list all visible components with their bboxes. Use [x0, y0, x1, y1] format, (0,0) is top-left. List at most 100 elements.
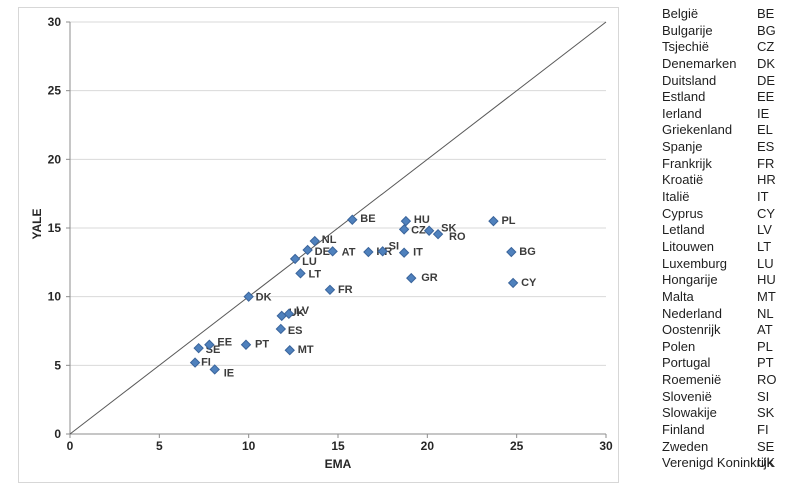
country-code-cell[interactable]: LV — [757, 222, 772, 238]
country-code-cell[interactable]: HU — [757, 272, 776, 288]
country-name-cell[interactable]: Denemarken — [662, 55, 737, 71]
point-NL[interactable] — [309, 235, 320, 247]
country-name-cell[interactable]: Oostenrijk — [662, 322, 721, 338]
country-name-cell[interactable]: Cyprus — [662, 205, 704, 221]
table-row: Slovenië SI — [662, 389, 792, 406]
country-name-cell[interactable]: Hongarije — [662, 272, 718, 288]
country-code-cell[interactable]: LT — [757, 238, 772, 254]
point-label-DK: DK — [256, 292, 272, 304]
country-code-cell[interactable]: SE — [757, 438, 775, 454]
point-IT[interactable] — [398, 247, 410, 258]
country-name-cell[interactable]: Letland — [662, 222, 705, 238]
point-ES[interactable] — [275, 323, 287, 335]
point-label-SK: SK — [441, 223, 456, 235]
country-code-cell[interactable]: HR — [757, 172, 776, 188]
country-code-cell[interactable]: IT — [757, 189, 769, 205]
country-name-cell[interactable]: Finland — [662, 422, 705, 438]
point-FR[interactable] — [324, 284, 336, 296]
country-name-cell[interactable]: Tsjechië — [662, 39, 709, 55]
country-name-cell[interactable]: Estland — [662, 89, 706, 105]
country-code-cell[interactable]: SK — [757, 405, 775, 421]
country-name-cell[interactable]: Polen — [662, 338, 696, 354]
country-name-cell[interactable]: Slovenië — [662, 388, 712, 404]
country-name-cell[interactable]: Portugal — [662, 355, 711, 371]
table-row: Spanje ES — [662, 139, 792, 156]
country-code-cell[interactable]: BG — [757, 22, 776, 38]
point-label-CZ: CZ — [411, 224, 426, 236]
point-PL[interactable] — [488, 215, 499, 227]
x-axis-title: EMA — [324, 457, 352, 471]
point-SK[interactable] — [423, 225, 435, 236]
country-name-cell[interactable]: Luxemburg — [662, 255, 728, 271]
point-CY[interactable] — [507, 277, 519, 289]
table-row: Slowakije SK — [662, 405, 792, 422]
country-name-cell[interactable]: Verenigd Koninkrijk — [662, 455, 774, 471]
country-code-cell[interactable]: NL — [757, 305, 774, 321]
country-code-cell[interactable]: PT — [757, 355, 774, 371]
country-name-cell[interactable]: Kroatië — [662, 172, 704, 188]
country-name-cell[interactable]: Nederland — [662, 305, 722, 321]
point-DK[interactable] — [243, 291, 254, 302]
country-code-cell[interactable]: EL — [757, 122, 773, 138]
point-FI[interactable] — [189, 357, 201, 368]
country-name-cell[interactable]: Bulgarije — [662, 22, 713, 38]
table-row: Oostenrijk AT — [662, 322, 792, 339]
point-label-GR: GR — [421, 272, 438, 284]
country-code-cell[interactable]: DE — [757, 72, 776, 88]
country-code-cell[interactable]: LU — [757, 255, 774, 271]
y-tick-label-15: 15 — [48, 221, 62, 235]
country-code-cell[interactable]: MT — [757, 288, 776, 304]
point-LU[interactable] — [289, 253, 301, 265]
point-LV[interactable] — [283, 308, 295, 320]
point-SI[interactable] — [377, 246, 388, 257]
country-code-cell[interactable]: ES — [757, 139, 775, 155]
point-MT[interactable] — [284, 345, 295, 356]
country-name-cell[interactable]: Roemenië — [662, 372, 722, 388]
point-PT[interactable] — [240, 339, 252, 350]
country-name-cell[interactable]: Griekenland — [662, 122, 733, 138]
country-code-cell[interactable]: FR — [757, 155, 775, 171]
point-DE[interactable] — [302, 244, 313, 256]
country-code-cell[interactable]: BE — [757, 6, 775, 21]
country-code-cell[interactable]: DK — [757, 55, 776, 71]
identity-reference-line — [69, 21, 607, 435]
point-label-LU: LU — [302, 256, 317, 268]
country-code-table: België BE Bulgarije BG Tsjechië CZ Denemarken D… — [662, 6, 792, 472]
country-name-cell[interactable]: Slowakije — [662, 405, 717, 421]
table-row: Malta MT — [662, 289, 792, 306]
point-EE[interactable] — [204, 339, 215, 350]
point-LT[interactable] — [295, 268, 306, 279]
point-RO[interactable] — [432, 228, 444, 240]
point-GR[interactable] — [406, 272, 417, 284]
country-name-cell[interactable]: Spanje — [662, 139, 703, 155]
country-name-cell[interactable]: Zweden — [662, 438, 709, 454]
country-code-cell[interactable]: EE — [757, 89, 775, 105]
point-IE[interactable] — [209, 364, 220, 375]
country-code-cell[interactable]: UK — [757, 455, 776, 471]
point-HU[interactable] — [400, 215, 412, 227]
country-name-cell[interactable]: Malta — [662, 288, 694, 304]
point-SE[interactable] — [193, 342, 204, 354]
country-code-cell[interactable]: RO — [757, 372, 777, 388]
country-name-cell[interactable]: Frankrijk — [662, 155, 712, 171]
country-code-cell[interactable]: SI — [757, 388, 770, 404]
point-HR[interactable] — [363, 246, 374, 258]
point-AT[interactable] — [327, 246, 338, 257]
point-CZ[interactable] — [398, 224, 410, 235]
country-code-cell[interactable]: PL — [757, 338, 773, 354]
country-code-cell[interactable]: CY — [757, 205, 776, 221]
point-BG[interactable] — [506, 246, 517, 258]
country-name-cell[interactable]: Duitsland — [662, 72, 717, 88]
country-code-cell[interactable]: FI — [757, 422, 769, 438]
country-name-cell[interactable]: Italië — [662, 189, 690, 205]
table-row: Frankrijk FR — [662, 156, 792, 173]
country-name-cell[interactable]: Ierland — [662, 105, 702, 121]
x-tick-label-20: 20 — [421, 439, 435, 453]
country-name-cell[interactable]: Litouwen — [662, 238, 715, 254]
point-BE[interactable] — [347, 214, 358, 225]
country-name-cell[interactable]: België — [662, 6, 699, 21]
country-code-cell[interactable]: AT — [757, 322, 773, 338]
country-code-cell[interactable]: CZ — [757, 39, 775, 55]
country-code-cell[interactable]: IE — [757, 105, 770, 121]
